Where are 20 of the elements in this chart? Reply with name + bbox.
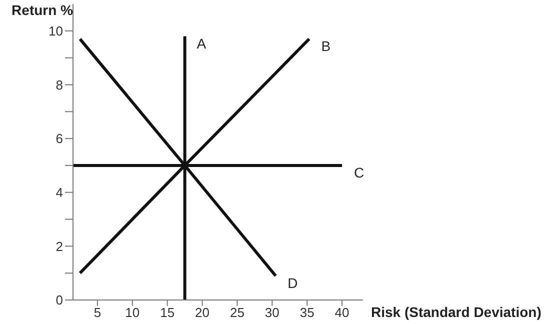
y-tick-label: 8 xyxy=(56,77,63,92)
x-tick-label: 35 xyxy=(300,305,314,320)
x-tick-label: 25 xyxy=(230,305,244,320)
x-tick-label: 15 xyxy=(160,305,175,320)
x-axis-title: Risk (Standard Deviation) xyxy=(371,304,542,320)
series-label: D xyxy=(288,274,298,291)
series-label: A xyxy=(196,35,207,52)
y-axis-title: Return % xyxy=(12,2,74,18)
x-tick-label: 10 xyxy=(125,305,140,320)
x-tick-label: 5 xyxy=(94,305,102,320)
y-tick-label: 0 xyxy=(56,292,63,308)
x-tick-label: 40 xyxy=(334,305,350,320)
y-tick-label: 4 xyxy=(56,184,63,200)
x-tick-label: 20 xyxy=(195,305,210,320)
y-tick-label: 10 xyxy=(48,24,63,39)
y-tick-label: 6 xyxy=(56,131,63,146)
series-label: B xyxy=(321,38,331,54)
x-tick-label: 30 xyxy=(264,305,280,320)
series-label: C xyxy=(354,164,364,180)
y-tick-label: 2 xyxy=(56,238,63,254)
